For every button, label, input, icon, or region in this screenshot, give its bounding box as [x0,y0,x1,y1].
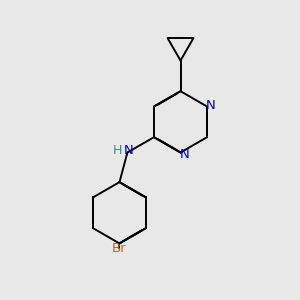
Text: H: H [113,144,122,157]
Text: N: N [180,148,189,160]
Text: N: N [206,98,216,112]
Text: N: N [124,145,134,158]
Text: Br: Br [112,242,127,256]
